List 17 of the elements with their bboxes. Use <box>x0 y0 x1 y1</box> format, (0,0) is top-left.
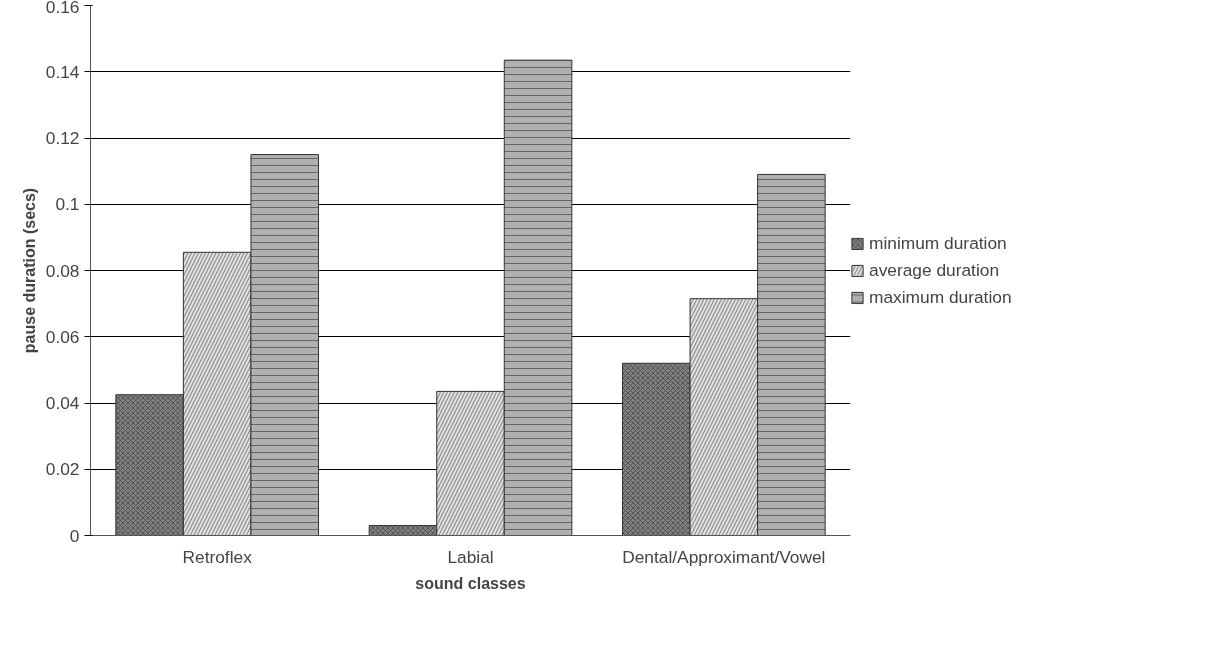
legend-label: minimum duration <box>869 232 1007 254</box>
y-tick-label: 0.02 <box>45 459 80 480</box>
y-tick-label: 0.12 <box>45 128 80 148</box>
x-tick-label: Retroflex <box>182 546 253 567</box>
legend-label: maximum duration <box>869 286 1012 308</box>
legend-label: average duration <box>869 259 1000 281</box>
y-axis-title: pause duration (secs) <box>20 187 38 354</box>
y-tick-label: 0.06 <box>45 326 80 347</box>
y-tick-label: 0.08 <box>45 260 80 281</box>
y-tick-label: 0 <box>69 525 80 546</box>
y-tick-label: 0.04 <box>45 393 80 413</box>
x-tick-label: Dental/Approximant/Vowel <box>622 546 826 567</box>
y-tick-label: 0.1 <box>55 194 80 215</box>
x-axis-title: sound classes <box>415 574 526 592</box>
x-tick-label: Labial <box>447 546 494 567</box>
y-tick-label: 0.16 <box>45 0 80 17</box>
y-tick-label: 0.14 <box>45 61 80 82</box>
